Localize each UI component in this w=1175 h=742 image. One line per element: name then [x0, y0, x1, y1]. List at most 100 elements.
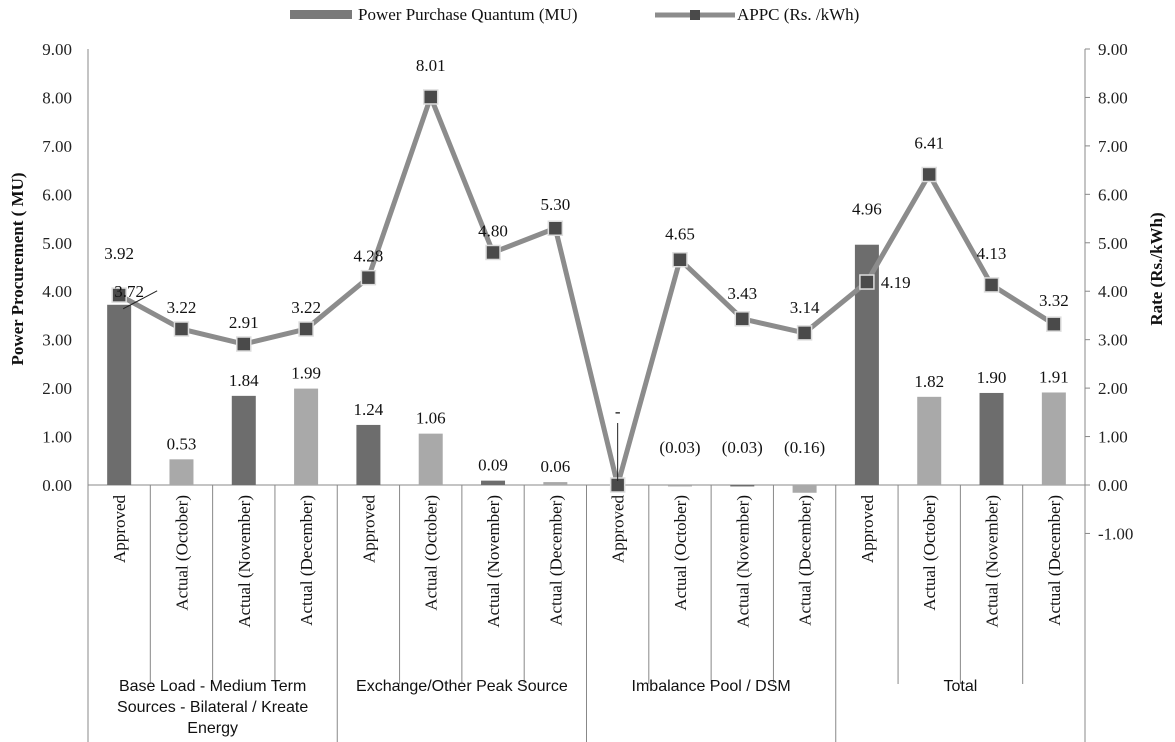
category-label: Actual (October)	[920, 495, 939, 611]
line-data-label: 3.43	[727, 284, 757, 303]
y-left-tick-label: 0.00	[42, 476, 72, 495]
y-right-tick-label: 1.00	[1098, 428, 1128, 447]
category-label: Approved	[110, 495, 129, 563]
category-label: Actual (October)	[422, 495, 441, 611]
bar-data-label: 1.90	[977, 368, 1007, 387]
group-label: Exchange/Other Peak Source	[356, 678, 568, 695]
y-left-tick-label: 2.00	[42, 379, 72, 398]
appc-marker	[547, 220, 564, 236]
appc-marker	[734, 311, 751, 327]
bar-data-label: 1.91	[1039, 367, 1069, 386]
y-right-tick-label: 9.00	[1098, 40, 1128, 59]
group-label: Base Load - Medium Term	[119, 678, 306, 695]
group-label: Sources - Bilateral / Kreate	[117, 699, 308, 716]
appc-marker	[859, 274, 875, 290]
line-data-label: 3.22	[291, 298, 321, 317]
y-axis-right-ticks: -1.00 0.00 1.00 2.00 3.00 4.00 5.00 6.00 7.00 8.0…	[1098, 40, 1133, 543]
y-right-tick-label: 4.00	[1098, 282, 1128, 301]
appc-marker	[298, 321, 314, 337]
bar	[356, 424, 381, 485]
line-data-labels: 3.92 3.22 2.91 3.22 4.28 8.01 4.80 5.30 4.65 3.43…	[104, 56, 1068, 332]
bar	[979, 392, 1004, 485]
bar-data-label: 4.96	[852, 200, 882, 219]
bar-data-labels: 3.72 0.53 1.84 1.99 1.24 1.06 0.09 0.06 - (0.03) (…	[114, 200, 1069, 481]
appc-marker	[485, 244, 501, 261]
category-label: Actual (December)	[796, 495, 815, 626]
bar-data-label: 0.53	[167, 434, 197, 453]
y-right-tick-label: 5.00	[1098, 234, 1128, 253]
category-labels: Approved Actual (October) Actual (November…	[110, 495, 1064, 628]
group-label: Imbalance Pool / DSM	[632, 678, 791, 695]
bar-data-label: 1.24	[354, 400, 384, 419]
group-label: Total	[943, 678, 977, 695]
line-data-label: 4.13	[977, 244, 1007, 263]
y-left-tick-label: 1.00	[42, 428, 72, 447]
line-data-label: 4.28	[354, 247, 384, 266]
line-data-label: 6.41	[914, 133, 944, 152]
bar-label-leader	[122, 290, 158, 310]
y-left-tick-label: 3.00	[42, 331, 72, 350]
y-right-tick-label: 7.00	[1098, 137, 1128, 156]
y-right-tick-label: 3.00	[1098, 331, 1128, 350]
appc-marker	[360, 269, 377, 286]
line-data-label: 3.14	[790, 298, 820, 317]
line-data-label: 3.92	[104, 244, 134, 263]
bar	[294, 388, 319, 485]
bar	[418, 433, 443, 485]
bar-data-label: (0.16)	[784, 438, 825, 457]
category-label: Approved	[359, 495, 378, 563]
y-left-tick-label: 4.00	[42, 282, 72, 301]
bar-data-label: -	[615, 402, 621, 421]
category-label: Approved	[609, 495, 628, 563]
appc-marker	[1046, 316, 1062, 332]
y-left-tick-label: 7.00	[42, 137, 72, 156]
y-right-tick-label: 2.00	[1098, 379, 1128, 398]
legend-bar-swatch	[290, 10, 352, 19]
legend: Power Purchase Quantum (MU) APPC (Rs. /k…	[290, 5, 859, 24]
legend-bar-label: Power Purchase Quantum (MU)	[358, 5, 578, 24]
category-label: Actual (October)	[172, 495, 191, 611]
bar-data-label: 0.06	[540, 457, 570, 476]
y-axis-left-ticks: 0.00 1.00 2.00 3.00 4.00 5.00 6.00 7.00 8.00 9.00	[42, 40, 72, 495]
line-data-label: 2.91	[229, 313, 259, 332]
appc-marker	[672, 251, 688, 268]
bar	[107, 304, 132, 485]
y-left-tick-label: 6.00	[42, 185, 72, 204]
category-label: Actual (December)	[1045, 495, 1064, 626]
group-label: Energy	[187, 720, 238, 737]
bars	[107, 244, 1066, 493]
category-label: Actual (November)	[733, 495, 752, 628]
bar	[169, 459, 194, 485]
line-data-label: 3.22	[167, 298, 197, 317]
y-left-tick-label: 9.00	[42, 40, 72, 59]
y-right-tick-label: 0.00	[1098, 476, 1128, 495]
appc-marker	[236, 336, 252, 352]
y-left-tick-label: 5.00	[42, 234, 72, 253]
line-data-label: 5.30	[540, 195, 570, 214]
y-axis-right-title: Rate (Rs./kWh)	[1147, 212, 1166, 325]
category-label: Actual (November)	[983, 495, 1002, 628]
y-left-tick-label: 8.00	[42, 88, 72, 107]
appc-marker	[173, 321, 190, 337]
bar-data-label: 3.72	[114, 282, 144, 301]
y-right-tick-label: 8.00	[1098, 88, 1128, 107]
bar	[667, 485, 692, 487]
bar	[1041, 392, 1066, 485]
bar-data-label: (0.03)	[659, 438, 700, 457]
bar-data-label: 0.09	[478, 456, 508, 475]
appc-line-path	[117, 94, 1056, 488]
appc-marker	[796, 325, 813, 341]
y-axis-left-title: Power Procurement ( MU)	[8, 172, 27, 365]
bar	[543, 482, 568, 485]
bar	[730, 485, 755, 487]
bar	[481, 480, 506, 485]
appc-marker	[983, 277, 1000, 293]
category-label: Actual (October)	[671, 495, 690, 611]
bar-data-label: (0.03)	[722, 438, 763, 457]
line-data-label: 4.19	[881, 273, 911, 292]
bar	[917, 396, 942, 485]
appc-line	[111, 89, 1062, 493]
group-labels: Base Load - Medium Term Sources - Bilater…	[117, 678, 977, 737]
category-label: Actual (December)	[546, 495, 565, 626]
